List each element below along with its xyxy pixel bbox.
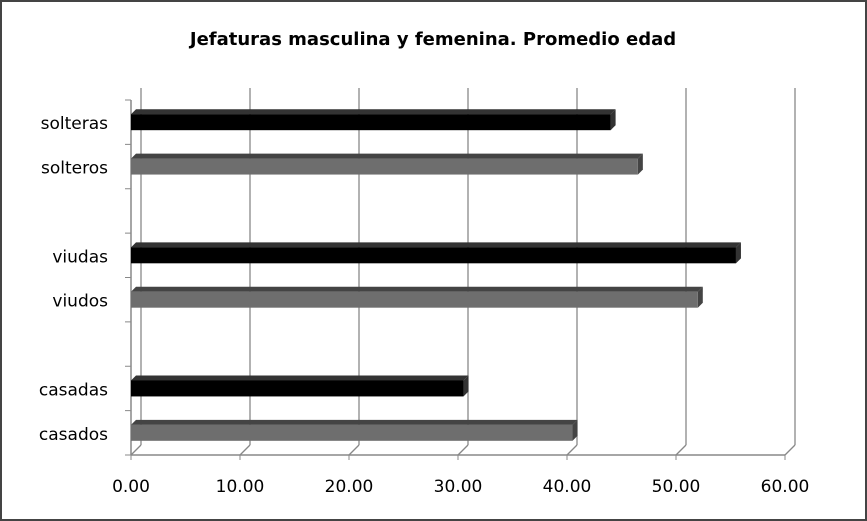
grid-floor [675,444,687,456]
bar-top [131,375,469,381]
bar [131,424,573,441]
grid-floor [239,444,251,456]
x-tick-label: 10.00 [216,477,265,497]
y-tick-label: viudas [52,247,108,267]
x-tick-label: 60.00 [761,477,810,497]
grid-floor [784,444,796,456]
bar [131,247,736,264]
bar [131,158,638,175]
y-tick-label: solteros [41,159,108,179]
bar-top [131,242,741,248]
bar-side [610,109,616,131]
x-tick-label: 40.00 [543,477,592,497]
bar-top [131,286,703,292]
grid-floor [566,444,578,456]
bar-top [131,419,578,425]
bar-side [637,153,643,175]
bar-side [735,242,741,264]
x-tick-label: 50.00 [652,477,701,497]
x-tick-label: 0.00 [112,477,150,497]
bar [131,114,611,131]
bar-side [572,419,578,441]
y-tick-label: casadas [39,380,108,400]
bar-side [463,375,469,397]
chart-title: Jefaturas masculina y femenina. Promedio… [188,29,676,50]
y-tick-label: solteras [41,114,109,134]
x-tick-label: 30.00 [434,477,483,497]
bar-top [131,109,616,115]
bar-side [697,286,703,308]
bar [131,291,698,308]
grid-floor [457,444,469,456]
x-tick-label: 20.00 [325,477,374,497]
grid-floor [348,444,360,456]
y-tick-label: viudos [52,292,108,312]
y-tick-label: casados [39,425,108,445]
grid-floor [130,444,142,456]
bar-top [131,153,643,159]
bar [131,380,464,397]
